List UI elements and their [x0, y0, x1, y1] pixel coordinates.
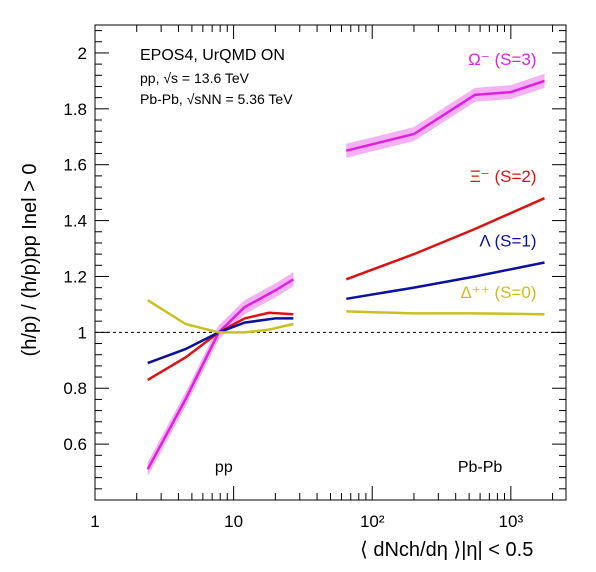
- series-line-pbpb: [346, 310, 545, 316]
- axis-ticks: [94, 25, 566, 501]
- y-tick-label: 1.6: [63, 156, 87, 175]
- series-label: Λ (S=1): [479, 232, 536, 251]
- y-tick-label: 1.2: [63, 267, 87, 286]
- x-axis-label: ⟨ dNch/dη ⟩|η| < 0.5: [360, 539, 533, 561]
- uncertainty-bands: [147, 73, 545, 477]
- tick-labels: 1 10 10² 10³ 0.6 0.8 1 1.2 1.4 1.6 1.8 2: [63, 44, 523, 531]
- uncertainty-band: [147, 272, 294, 477]
- series-line-pp: [147, 317, 294, 365]
- x-tick-label: 10: [224, 512, 243, 531]
- series-labels: Ω⁻ (S=3) Ξ⁻ (S=2) Λ (S=1) Δ⁺⁺ (S=0): [460, 50, 536, 302]
- y-tick-label: 2: [78, 44, 87, 63]
- x-tick-label: 10²: [360, 512, 385, 531]
- x-tick-label: 1: [90, 512, 99, 531]
- series-line-pbpb: [345, 197, 546, 281]
- y-tick-label: 1.4: [63, 212, 87, 231]
- region-labels: pp Pb-Pb: [215, 459, 502, 476]
- region-label: Pb-Pb: [458, 459, 503, 476]
- y-tick-label: 0.6: [63, 435, 87, 454]
- info-line-pp: pp, √s = 13.6 TeV: [140, 70, 250, 86]
- x-tick-label: 10³: [499, 512, 524, 531]
- y-tick-label: 0.8: [63, 379, 87, 398]
- info-line-pbpb: Pb-Pb, √sNN = 5.36 TeV: [140, 91, 293, 107]
- y-tick-label: 1.8: [63, 100, 87, 119]
- y-tick-label: 1: [78, 323, 87, 342]
- series-label: Δ⁺⁺ (S=0): [460, 283, 536, 302]
- series-line-pp: [147, 299, 294, 334]
- series-line-pbpb: [346, 79, 545, 152]
- series-line-pp: [147, 311, 294, 381]
- chart-title: EPOS4, UrQMD ON: [140, 47, 285, 64]
- series-label: Ξ⁻ (S=2): [470, 167, 537, 186]
- y-axis-label: (h/p) / (h/p)pp Inel > 0: [19, 164, 41, 357]
- series-label: Ω⁻ (S=3): [468, 50, 536, 69]
- uncertainty-band: [346, 73, 545, 158]
- series-line-pbpb: [346, 261, 545, 301]
- series-lines: [146, 79, 546, 470]
- series-line-pp: [146, 278, 295, 470]
- region-label: pp: [215, 459, 233, 476]
